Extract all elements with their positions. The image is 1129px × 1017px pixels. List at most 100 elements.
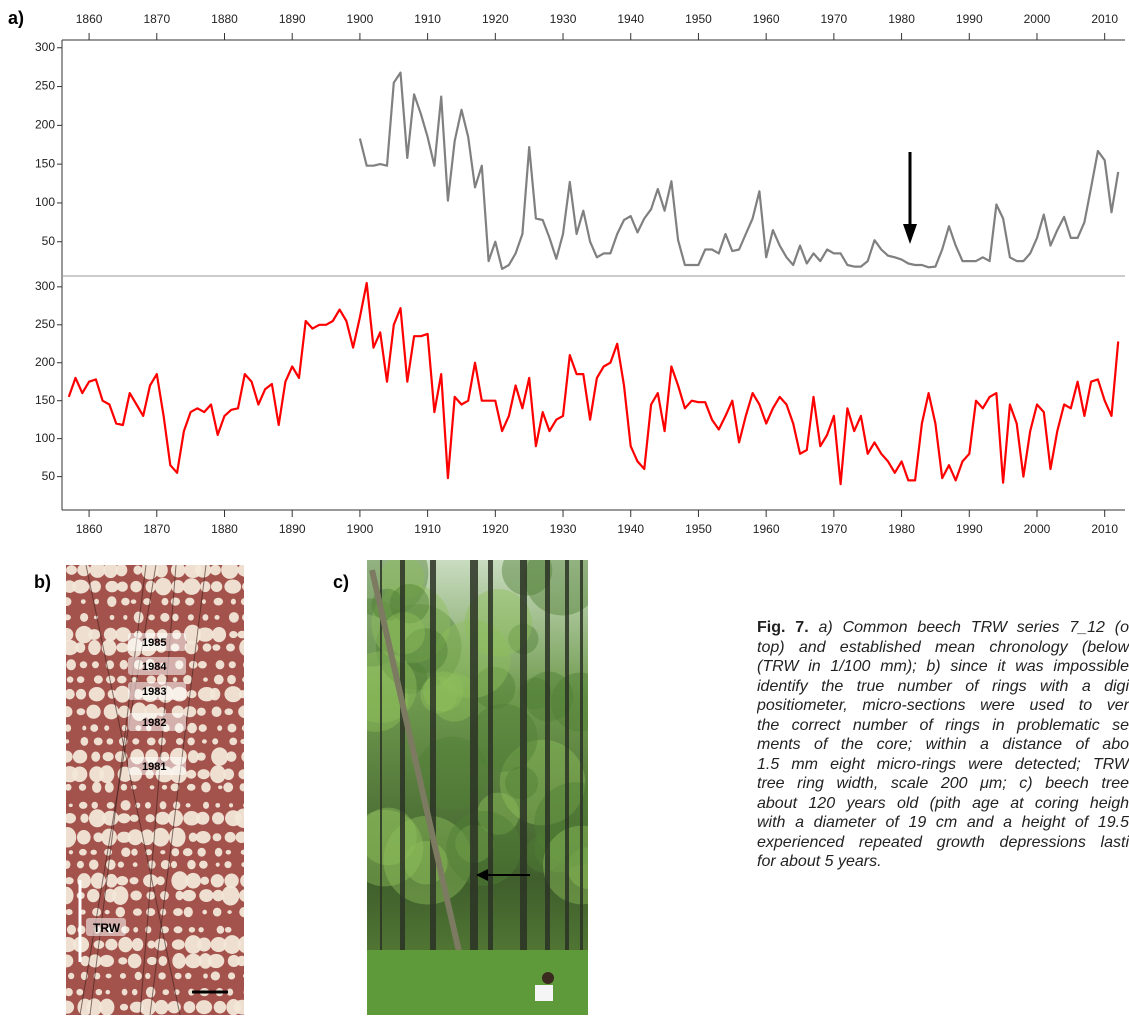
vessel [215, 862, 220, 867]
vessel [173, 801, 181, 810]
vessel [186, 783, 196, 791]
x-tick-label: 1910 [414, 522, 441, 536]
vessel [240, 874, 244, 887]
vessel [221, 885, 240, 906]
trunk [580, 560, 583, 980]
vessel [183, 674, 193, 685]
vessel [86, 704, 101, 719]
vessel [243, 990, 244, 994]
vessel [66, 724, 72, 732]
vessel [175, 890, 184, 901]
vessel [173, 908, 183, 917]
vessel [213, 674, 224, 685]
vessel [198, 724, 207, 732]
vessel [66, 676, 74, 683]
vessel [236, 955, 244, 967]
y-tick-label: 300 [35, 40, 55, 54]
vessel [212, 907, 222, 917]
vessel [78, 801, 88, 809]
vessel [226, 988, 234, 996]
vessel [130, 890, 142, 901]
vessel [195, 830, 211, 844]
vessel [240, 849, 244, 855]
vessel [66, 739, 70, 744]
vessel [212, 833, 222, 842]
leaning-trunk [369, 569, 473, 1001]
person-head [542, 972, 554, 984]
vessel [101, 639, 117, 656]
x-tick-label: 1870 [143, 522, 170, 536]
vessel [154, 565, 168, 578]
vessel [115, 627, 131, 642]
trunk [380, 560, 382, 980]
vessel [93, 675, 103, 684]
vessel [117, 675, 127, 684]
vessel [106, 859, 116, 870]
caption-line: positiometer, micro-sections were used t… [757, 696, 1129, 716]
vessel [234, 808, 244, 828]
vessel [76, 708, 86, 716]
vessel [194, 565, 212, 578]
vessel [123, 614, 128, 620]
trw-label: TRW [93, 921, 121, 935]
x-tick-label: 2010 [1091, 12, 1118, 26]
vessel [66, 565, 77, 575]
vessel [118, 957, 128, 965]
charts: 1860 1870 1880 1890 1900 1910 1920 1930 1940 1950… [35, 12, 1125, 536]
vessel [66, 886, 74, 905]
vessel [209, 565, 221, 576]
vessel [225, 849, 232, 855]
vessel [211, 706, 222, 718]
x-tick-label: 1930 [550, 12, 577, 26]
panel-label: b) [34, 572, 51, 592]
x-tick-label: 1890 [279, 522, 306, 536]
vessel [197, 937, 212, 952]
vessel [199, 889, 214, 902]
vessel [239, 906, 244, 918]
foliage [524, 560, 588, 616]
x-tick-label: 2000 [1024, 522, 1051, 536]
vessel [105, 580, 119, 593]
x-tick-label: 1890 [279, 12, 306, 26]
vessel [203, 801, 210, 809]
foliage [389, 584, 430, 624]
year-label: 1981 [142, 761, 166, 773]
vessel [185, 597, 195, 606]
x-tick-label: 1860 [76, 12, 103, 26]
vessel [187, 614, 194, 621]
vessel [82, 725, 87, 731]
vessel [188, 988, 195, 996]
foliage [446, 810, 522, 886]
vessel [155, 811, 170, 825]
caption-text: with a diameter of 19 cm and a height of… [757, 814, 1129, 831]
vessel [154, 577, 172, 596]
vessel [212, 889, 224, 902]
vessel [201, 739, 207, 744]
vessel [112, 886, 129, 905]
vessel [226, 643, 235, 652]
vessel [105, 675, 116, 684]
vessel [133, 611, 144, 624]
vessel [160, 860, 170, 870]
vessel [88, 686, 105, 702]
vessel [185, 972, 192, 980]
vessel [202, 643, 212, 652]
vessel [66, 924, 77, 935]
vessel [200, 876, 210, 885]
vessel [242, 974, 244, 978]
caption-text: tree ring width, scale 200 μm; c) beech … [757, 775, 1129, 792]
vessel [151, 827, 170, 847]
vessel [71, 766, 88, 782]
vessel [99, 998, 115, 1015]
vessel [117, 861, 125, 868]
caption-line: top) and established mean chronology (be… [757, 638, 1129, 658]
x-tick-label: 1880 [211, 522, 238, 536]
vessel [167, 809, 184, 827]
vessel [119, 659, 128, 670]
vessel [201, 782, 211, 793]
vessel [131, 988, 138, 996]
vessel [99, 954, 115, 968]
vessel [196, 627, 214, 642]
y-tick-label: 50 [42, 469, 56, 483]
vessel [237, 936, 244, 954]
